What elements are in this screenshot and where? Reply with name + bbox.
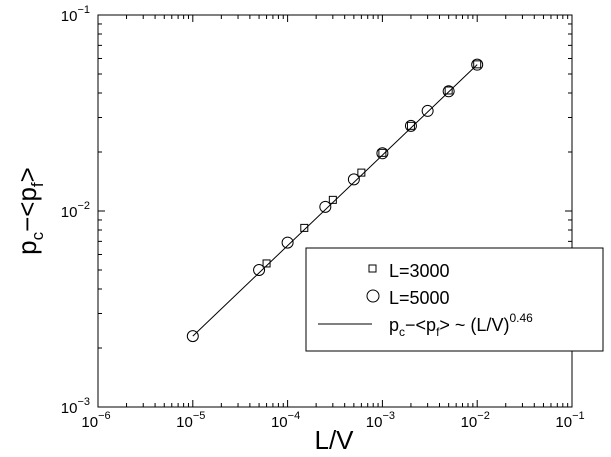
data-point-l5000	[186, 330, 199, 343]
legend-fit-main: p	[389, 315, 399, 335]
x-axis-label: L/V	[314, 425, 354, 455]
legend: L=3000 L=5000 pc−<pf> ~ (L/V)0.46	[305, 247, 604, 352]
fit-line-group	[192, 64, 478, 337]
data-point-l5000	[442, 85, 455, 98]
legend-fit-sub1: c	[399, 325, 405, 339]
x-tick-label: 10−3	[366, 410, 395, 431]
data-point-l5000	[253, 264, 266, 277]
y-tick-label: 10−3	[61, 396, 90, 417]
y-axis-label: pc−<pf>	[12, 167, 47, 255]
legend-square-marker	[368, 264, 377, 273]
x-tick-label: 10−6	[81, 410, 110, 431]
x-tick-label: 10−2	[461, 410, 490, 431]
data-point-l5000	[281, 236, 294, 249]
data-point-l5000	[404, 119, 417, 132]
data-point-l5000	[319, 200, 332, 213]
x-tick-label: 10−1	[555, 410, 584, 431]
legend-fit-mid: −<p	[405, 315, 436, 335]
data-point-l3000	[300, 223, 309, 232]
legend-fit-end: > ~ (L/V)	[439, 315, 509, 335]
y-label-main: p	[12, 240, 42, 254]
legend-label-l5000: L=5000	[389, 288, 450, 308]
svg-text:pc−<pf>: pc−<pf>	[12, 167, 47, 255]
legend-fit-exp: 0.46	[509, 311, 533, 325]
data-point-l3000	[444, 86, 453, 95]
y-label-sub2: f	[28, 182, 47, 187]
legend-fit-sub2: f	[436, 325, 440, 339]
data-point-l3000	[406, 121, 415, 130]
x-tick-label: 10−5	[176, 410, 205, 431]
data-point-l3000	[262, 259, 271, 268]
data-point-l3000	[357, 168, 366, 177]
data-point-l3000	[473, 60, 482, 69]
fit-line	[192, 64, 478, 337]
y-label-sub1: c	[28, 231, 47, 240]
data-point-l5000	[421, 104, 434, 117]
legend-circle-marker	[366, 289, 380, 303]
y-tick-label: 10−2	[61, 200, 90, 221]
data-point-l5000	[376, 147, 389, 160]
data-point-l5000	[347, 173, 360, 186]
y-tick-label: 10−1	[61, 4, 90, 25]
y-label-mid: −<p	[12, 187, 42, 232]
tick-labels: 10−6 10−5 10−4 10−3 10−2 10−1 10−3 10−2 10−1	[61, 4, 585, 431]
legend-box	[305, 247, 604, 352]
data-point-l3000	[328, 195, 337, 204]
data-point-l3000	[378, 148, 387, 157]
y-label-end: >	[12, 167, 42, 182]
legend-label-l3000: L=3000	[389, 261, 450, 281]
data-point-l5000	[471, 58, 484, 71]
x-tick-label: 10−4	[271, 410, 300, 431]
legend-label-fit: pc−<pf> ~ (L/V)0.46	[389, 311, 533, 339]
data-points	[186, 58, 484, 343]
